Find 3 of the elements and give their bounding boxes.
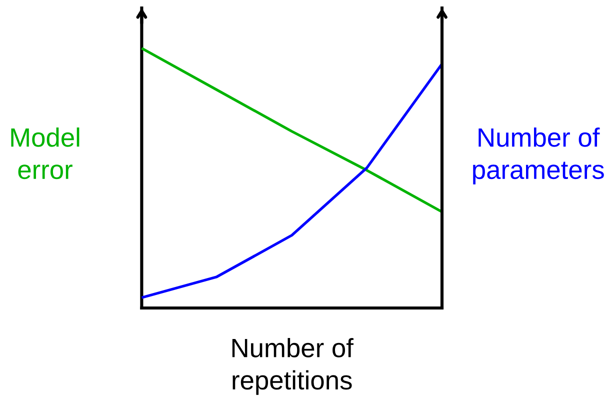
y2-axis-title: Number of parameters: [473, 127, 604, 184]
y-axis-title: Model error: [11, 127, 80, 180]
x-axis-title: Number of repetitions: [232, 338, 354, 395]
